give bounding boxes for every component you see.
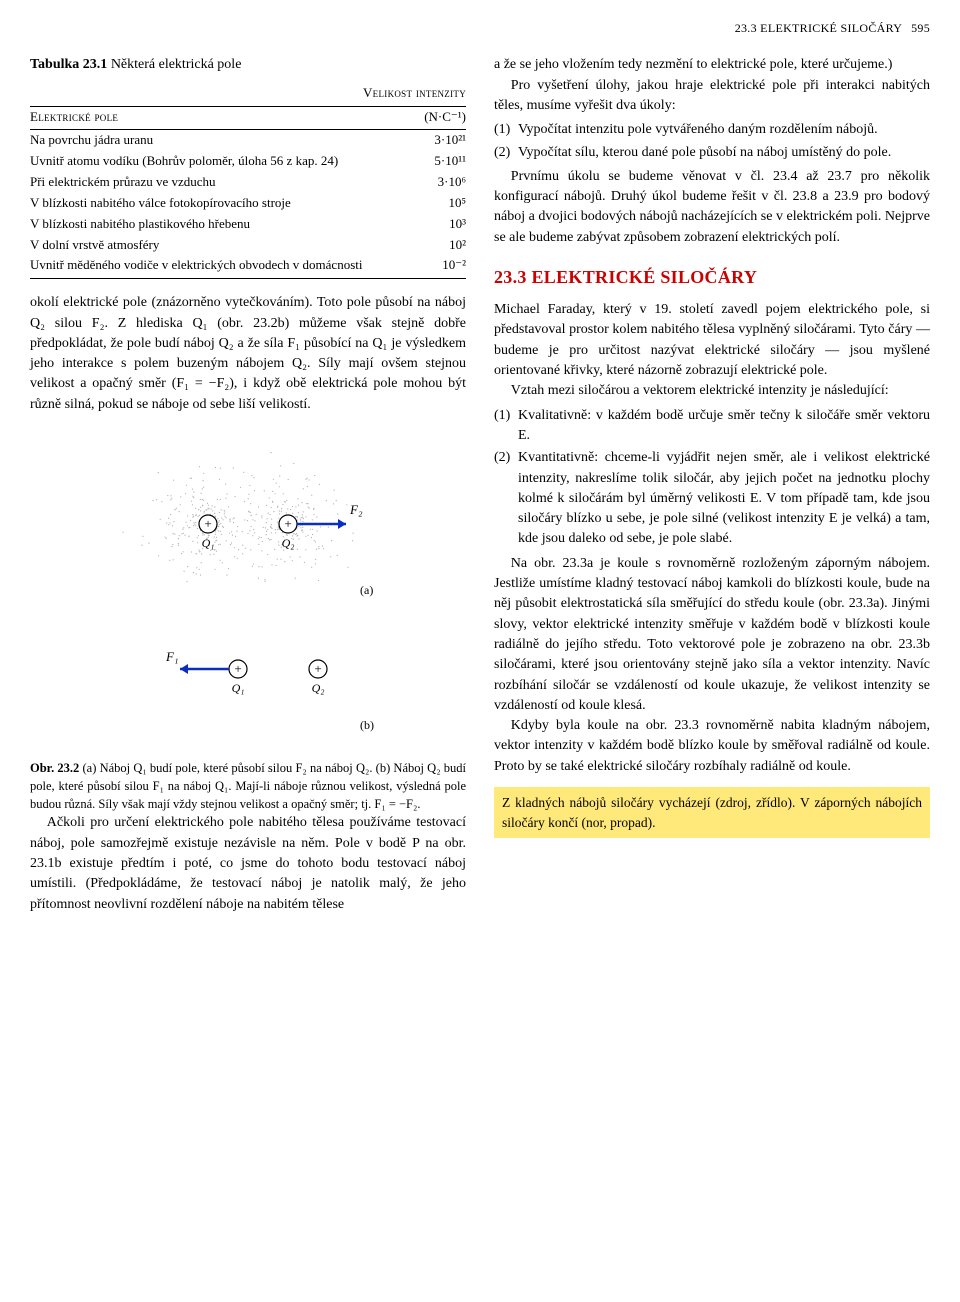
- caption-text: (a) Náboj Q₁ budí pole, které působí sil…: [30, 761, 466, 811]
- table-col2-header-line2: (N·C⁻¹): [363, 106, 466, 130]
- svg-text:Q₂: Q₂: [312, 681, 325, 695]
- table-col2-header-line1: Velikost intenzity: [363, 84, 466, 106]
- svg-text:Q₂: Q₂: [282, 536, 295, 550]
- highlight-box: Z kladných nábojů siločáry vycházejí (zd…: [494, 787, 930, 838]
- enum-item: (2) Vypočítat sílu, kterou dané pole půs…: [494, 143, 930, 163]
- header-section: 23.3 ELEKTRICKÉ SILOČÁRY: [735, 21, 902, 35]
- table-title: Tabulka 23.1 Některá elektrická pole: [30, 55, 466, 75]
- section-heading: 23.3 ELEKTRICKÉ SILOČÁRY: [494, 264, 930, 290]
- svg-text:(b): (b): [360, 718, 374, 732]
- table-row: Při elektrickém průrazu ve vzduchu 3·10⁶: [30, 172, 466, 193]
- svg-text:F₁: F₁: [165, 649, 178, 664]
- body-paragraph: a že se jeho vložením tedy nezmění to el…: [494, 55, 930, 75]
- table-row: Uvnitř měděného vodiče v elektrických ob…: [30, 255, 466, 278]
- body-paragraph: Prvnímu úkolu se budeme věnovat v čl. 23…: [494, 167, 930, 248]
- left-column: Tabulka 23.1 Některá elektrická pole Vel…: [30, 55, 466, 915]
- table-col1-header: Elektrické pole: [30, 106, 363, 130]
- table-title-prefix: Tabulka 23.1: [30, 57, 107, 72]
- table-row: Na povrchu jádra uranu 3·10²¹: [30, 130, 466, 151]
- running-header: 23.3 ELEKTRICKÉ SILOČÁRY 595: [30, 20, 930, 37]
- svg-text:(a): (a): [360, 583, 373, 597]
- enumeration: (1) Vypočítat intenzitu pole vytvářeného…: [494, 120, 930, 163]
- svg-text:Q₁: Q₁: [232, 681, 245, 695]
- enumeration: (1) Kvalitativně: v každém bodě určuje s…: [494, 406, 930, 550]
- figure-svg: + Q₁ + Q₂ F₂ (a) + Q₁ +: [98, 429, 398, 749]
- enum-item: (1) Vypočítat intenzitu pole vytvářeného…: [494, 120, 930, 140]
- electric-field-table: Velikost intenzity Elektrické pole (N·C⁻…: [30, 84, 466, 280]
- figure-23-2: + Q₁ + Q₂ F₂ (a) + Q₁ +: [30, 429, 466, 749]
- svg-text:+: +: [284, 516, 291, 531]
- table-row: V blízkosti nabitého plastikového hřeben…: [30, 214, 466, 235]
- table-row: V dolní vrstvě atmosféry 10²: [30, 235, 466, 256]
- body-paragraph: okolí elektrické pole (znázorněno vytečk…: [30, 293, 466, 415]
- enum-item: (2) Kvantitativně: chceme-li vyjádřit ne…: [494, 448, 930, 549]
- body-paragraph: Vztah mezi siločárou a vektorem elektric…: [494, 381, 930, 401]
- svg-text:+: +: [314, 661, 321, 676]
- two-column-layout: Tabulka 23.1 Některá elektrická pole Vel…: [30, 55, 930, 915]
- body-paragraph: Kdyby byla koule na obr. 23.3 rovnoměrně…: [494, 716, 930, 777]
- svg-text:+: +: [234, 661, 241, 676]
- figure-caption: Obr. 23.2 (a) Náboj Q₁ budí pole, které …: [30, 759, 466, 813]
- body-paragraph: Na obr. 23.3a je koule s rovnoměrně rozl…: [494, 554, 930, 716]
- svg-text:F₂: F₂: [349, 502, 363, 517]
- svg-text:+: +: [204, 516, 211, 531]
- body-paragraph: Pro vyšetření úlohy, jakou hraje elektri…: [494, 76, 930, 117]
- enum-item: (1) Kvalitativně: v každém bodě určuje s…: [494, 406, 930, 447]
- body-paragraph: Michael Faraday, který v 19. století zav…: [494, 300, 930, 381]
- right-column: a že se jeho vložením tedy nezmění to el…: [494, 55, 930, 915]
- table-row: Uvnitř atomu vodíku (Bohrův poloměr, úlo…: [30, 151, 466, 172]
- table-row: V blízkosti nabitého válce fotokopírovac…: [30, 193, 466, 214]
- svg-text:Q₁: Q₁: [202, 536, 215, 550]
- header-page-number: 595: [911, 21, 930, 35]
- table-title-rest: Některá elektrická pole: [107, 57, 241, 72]
- body-paragraph: Ačkoli pro určení elektrického pole nabi…: [30, 813, 466, 914]
